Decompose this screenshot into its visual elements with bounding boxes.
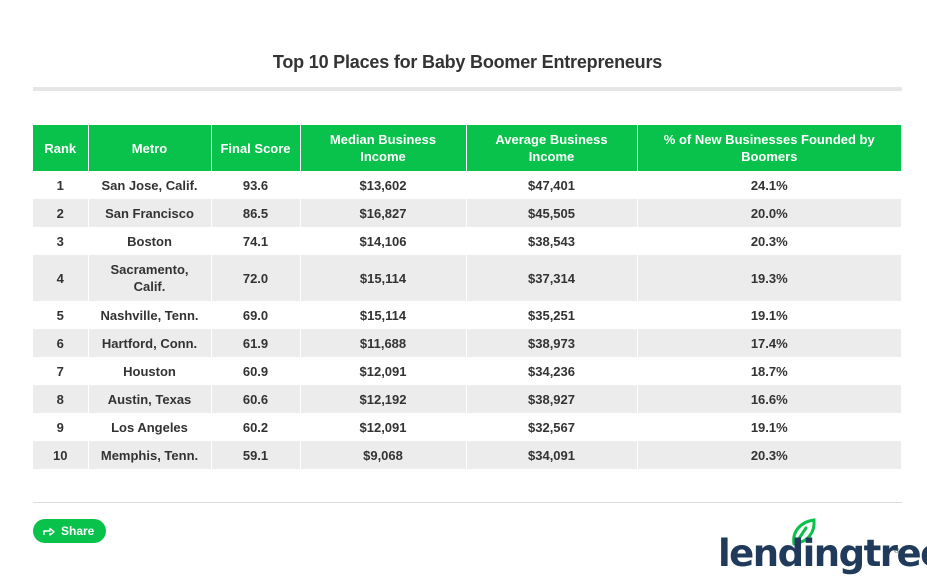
table-cell: 20.0% (637, 199, 901, 227)
table-cell: 72.0 (211, 255, 301, 301)
table-cell: $37,314 (466, 255, 638, 301)
table-cell: 24.1% (750, 177, 788, 193)
column-header: Final Score (211, 125, 301, 171)
column-header: Metro (88, 125, 212, 171)
table-cell: 19.1% (750, 307, 788, 323)
table-cell: 60.6 (211, 385, 301, 413)
table-cell: 20.3% (750, 233, 788, 249)
footer-divider (33, 502, 902, 503)
table-cell: 2 (33, 199, 89, 227)
table-row: 2 San Francisco 86.5 $16,827 $45,505 20.0% (33, 199, 901, 227)
table-cell: $12,091 (300, 413, 467, 441)
table-cell: $38,927 (466, 385, 638, 413)
table-cell: 93.6 (211, 171, 301, 199)
table-cell: 6 (33, 329, 89, 357)
table-cell: $38,543 (466, 227, 638, 255)
column-header: Median Business Income (300, 125, 467, 171)
table-cell: 1 (33, 171, 89, 199)
table-row: 7 Houston 60.9 $12,091 $34,236 18.7% (33, 357, 901, 385)
table-cell: 86.5 (211, 199, 301, 227)
table-row: 1 San Jose, Calif. 93.6 $13,602 $47,401 24.1% (33, 171, 901, 199)
table-row: 6 Hartford, Conn. 61.9 $11,688 $38,973 17.4% (33, 329, 901, 357)
table-cell: $38,973 (466, 329, 638, 357)
table-cell: 16.6% (637, 385, 901, 413)
table-cell: 19.3% (637, 255, 901, 301)
table-cell: Austin, Texas (88, 385, 212, 413)
table-cell: $16,827 (300, 199, 467, 227)
table-cell: $14,106 (300, 227, 467, 255)
table-cell: 18.7% (750, 363, 788, 379)
data-table: Rank Metro Final Score Median Business I… (33, 125, 901, 469)
table-cell: Sacramento, Calif. (88, 255, 212, 301)
table-cell: 4 (33, 255, 89, 301)
table-row: 8 Austin, Texas 60.6 $12,192 $38,927 16.6% (33, 385, 901, 413)
table-cell: 17.4% (637, 329, 901, 357)
share-button[interactable]: Share (33, 519, 106, 543)
table-cell: Houston (88, 357, 212, 385)
table-cell: $47,401 (466, 171, 638, 199)
share-label: Share (61, 524, 95, 538)
table-cell: Los Angeles (88, 413, 212, 441)
table-header-row: Rank Metro Final Score Median Business I… (33, 125, 901, 171)
table-cell: $35,251 (466, 301, 638, 329)
title-divider (33, 87, 902, 91)
table-cell: $13,602 (300, 171, 467, 199)
table-cell: $15,114 (300, 255, 467, 301)
table-cell: 8 (33, 385, 89, 413)
table-cell: 7 (33, 357, 89, 385)
table-cell: Memphis, Tenn. (88, 441, 212, 469)
chart-title: Top 10 Places for Baby Boomer Entreprene… (272, 52, 663, 72)
table-cell: 5 (33, 301, 89, 329)
column-header: Average Business Income (466, 125, 638, 171)
table-cell: $15,114 (300, 301, 467, 329)
column-header: Rank (33, 125, 89, 171)
logo-text: lendingtree (718, 532, 927, 575)
table-row: 4 Sacramento, Calif. 72.0 $15,114 $37,314 19.… (33, 255, 901, 301)
table-cell: San Francisco (88, 199, 212, 227)
table-row: 3 Boston 74.1 $14,106 $38,543 20.3% (33, 227, 901, 255)
table-cell: $34,091 (466, 441, 638, 469)
table-cell: $12,091 (300, 357, 467, 385)
share-icon (43, 527, 55, 536)
leaf-icon (792, 518, 816, 546)
table-cell: 19.1% (750, 419, 788, 435)
table-cell: 59.1 (211, 441, 301, 469)
table-cell: 69.0 (211, 301, 301, 329)
table-body: 1 San Jose, Calif. 93.6 $13,602 $47,401 24.1%… (33, 171, 901, 469)
table-cell: $45,505 (466, 199, 638, 227)
table-cell: San Jose, Calif. (88, 171, 212, 199)
table-cell: Hartford, Conn. (88, 329, 212, 357)
registered-mark: ® (894, 548, 900, 555)
table-cell: 61.9 (211, 329, 301, 357)
table-row: 10 Memphis, Tenn. 59.1 $9,068 $34,091 20.3% (33, 441, 901, 469)
table-cell: 60.2 (211, 413, 301, 441)
table-cell: 74.1 (211, 227, 301, 255)
lendingtree-logo[interactable]: lendingtree ® (718, 518, 927, 576)
column-header: % of New Businesses Founded by Boomers (637, 125, 901, 171)
table-row: 5 Nashville, Tenn. 69.0 $15,114 $35,251 19.1% (33, 301, 901, 329)
table-cell: $32,567 (466, 413, 638, 441)
table-cell: $12,192 (300, 385, 467, 413)
table-cell: 60.9 (211, 357, 301, 385)
table-cell: 3 (33, 227, 89, 255)
table-cell: $11,688 (300, 329, 467, 357)
table-cell: $34,236 (466, 357, 638, 385)
table-cell: $9,068 (300, 441, 467, 469)
table-row: 9 Los Angeles 60.2 $12,091 $32,567 19.1% (33, 413, 901, 441)
table-cell: 9 (33, 413, 89, 441)
table-cell: Boston (88, 227, 212, 255)
table-cell: Nashville, Tenn. (88, 301, 212, 329)
table-cell: 20.3% (637, 441, 901, 469)
table-cell: 10 (33, 441, 89, 469)
